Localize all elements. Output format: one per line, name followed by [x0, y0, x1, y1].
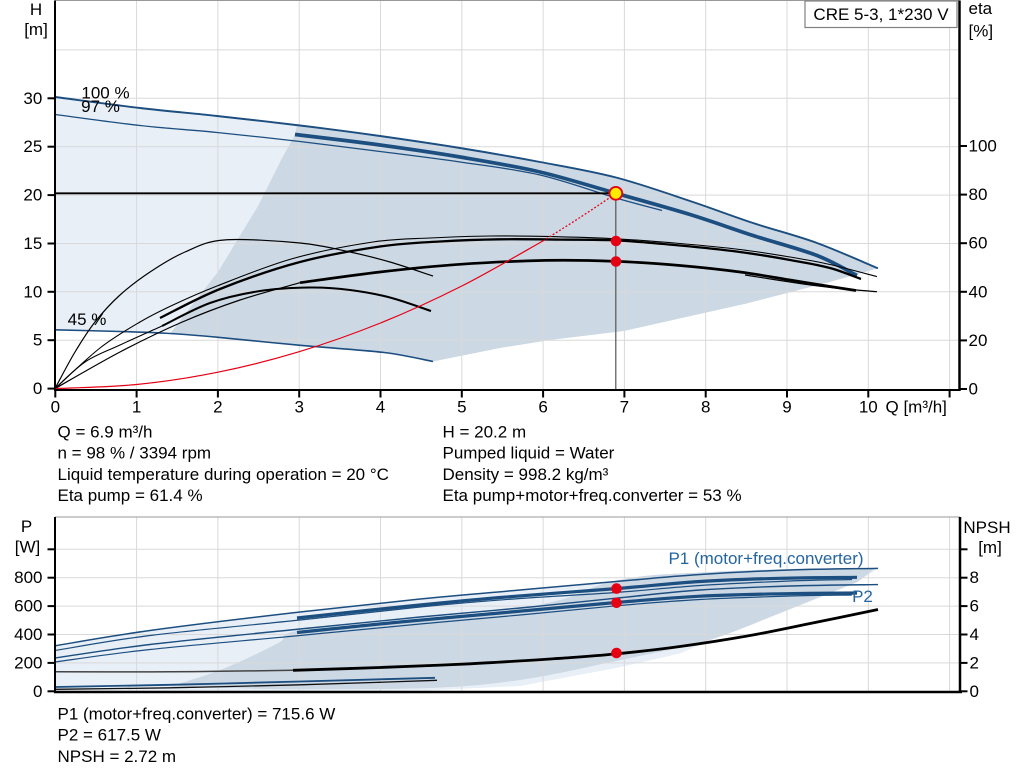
svg-text:5: 5 — [457, 398, 466, 417]
svg-text:P2: P2 — [852, 587, 873, 606]
svg-text:400: 400 — [14, 625, 42, 644]
svg-text:25: 25 — [23, 137, 42, 156]
svg-text:4: 4 — [970, 625, 979, 644]
svg-text:10: 10 — [859, 398, 878, 417]
svg-text:NPSH: NPSH — [963, 518, 1010, 537]
svg-text:[%]: [%] — [969, 22, 994, 41]
svg-text:9: 9 — [782, 398, 791, 417]
svg-text:Q = 6.9 m³/h: Q = 6.9 m³/h — [58, 422, 153, 441]
svg-text:5: 5 — [33, 331, 42, 350]
svg-text:10: 10 — [23, 282, 42, 301]
svg-text:P1 (motor+freq.converter): P1 (motor+freq.converter) — [668, 549, 863, 568]
svg-text:0: 0 — [969, 380, 978, 399]
svg-text:H = 20.2 m: H = 20.2 m — [443, 422, 527, 441]
svg-text:40: 40 — [969, 282, 988, 301]
svg-text:Eta pump+motor+freq.converter: Eta pump+motor+freq.converter = 53 % — [443, 486, 742, 505]
svg-text:Q [m³/h]: Q [m³/h] — [886, 398, 947, 417]
svg-text:Eta pump = 61.4 %: Eta pump = 61.4 % — [58, 486, 203, 505]
svg-text:600: 600 — [14, 597, 42, 616]
svg-text:20: 20 — [23, 186, 42, 205]
svg-text:100: 100 — [969, 137, 997, 156]
svg-text:3: 3 — [294, 398, 303, 417]
svg-text:CRE 5-3, 1*230 V: CRE 5-3, 1*230 V — [813, 5, 949, 24]
svg-text:NPSH = 2.72 m: NPSH = 2.72 m — [58, 747, 177, 766]
svg-text:30: 30 — [23, 89, 42, 108]
svg-text:2: 2 — [213, 398, 222, 417]
svg-text:7: 7 — [620, 398, 629, 417]
svg-text:45 %: 45 % — [68, 310, 107, 329]
svg-text:0: 0 — [33, 379, 42, 398]
svg-text:100 %: 100 % — [81, 84, 129, 103]
svg-text:n = 98 % / 3394 rpm: n = 98 % / 3394 rpm — [58, 444, 212, 463]
svg-text:4: 4 — [376, 398, 385, 417]
svg-text:60: 60 — [969, 234, 988, 253]
svg-text:97 %: 97 % — [81, 97, 120, 116]
svg-text:0: 0 — [33, 682, 42, 701]
svg-text:15: 15 — [23, 234, 42, 253]
svg-text:8: 8 — [701, 398, 710, 417]
svg-text:6: 6 — [970, 597, 979, 616]
svg-text:[m]: [m] — [978, 538, 1002, 557]
svg-text:P2 = 617.5 W: P2 = 617.5 W — [58, 726, 161, 745]
svg-text:P: P — [21, 517, 32, 536]
svg-text:20: 20 — [969, 331, 988, 350]
svg-text:[m]: [m] — [24, 20, 48, 39]
svg-text:H: H — [30, 0, 42, 19]
svg-text:200: 200 — [14, 653, 42, 672]
svg-text:1: 1 — [132, 398, 141, 417]
svg-text:80: 80 — [969, 185, 988, 204]
svg-text:[W]: [W] — [15, 538, 41, 557]
svg-text:Density = 998.2 kg/m³: Density = 998.2 kg/m³ — [443, 465, 609, 484]
svg-text:P1 (motor+freq.converter) = 71: P1 (motor+freq.converter) = 715.6 W — [58, 704, 336, 723]
svg-text:Pumped liquid = Water: Pumped liquid = Water — [443, 444, 615, 463]
svg-text:800: 800 — [14, 568, 42, 587]
svg-text:0: 0 — [51, 398, 60, 417]
svg-text:2: 2 — [970, 653, 979, 672]
svg-text:Liquid temperature during oper: Liquid temperature during operation = 20… — [58, 465, 389, 484]
svg-text:8: 8 — [970, 568, 979, 587]
svg-text:0: 0 — [970, 682, 979, 701]
svg-text:6: 6 — [538, 398, 547, 417]
svg-text:eta: eta — [969, 0, 993, 18]
